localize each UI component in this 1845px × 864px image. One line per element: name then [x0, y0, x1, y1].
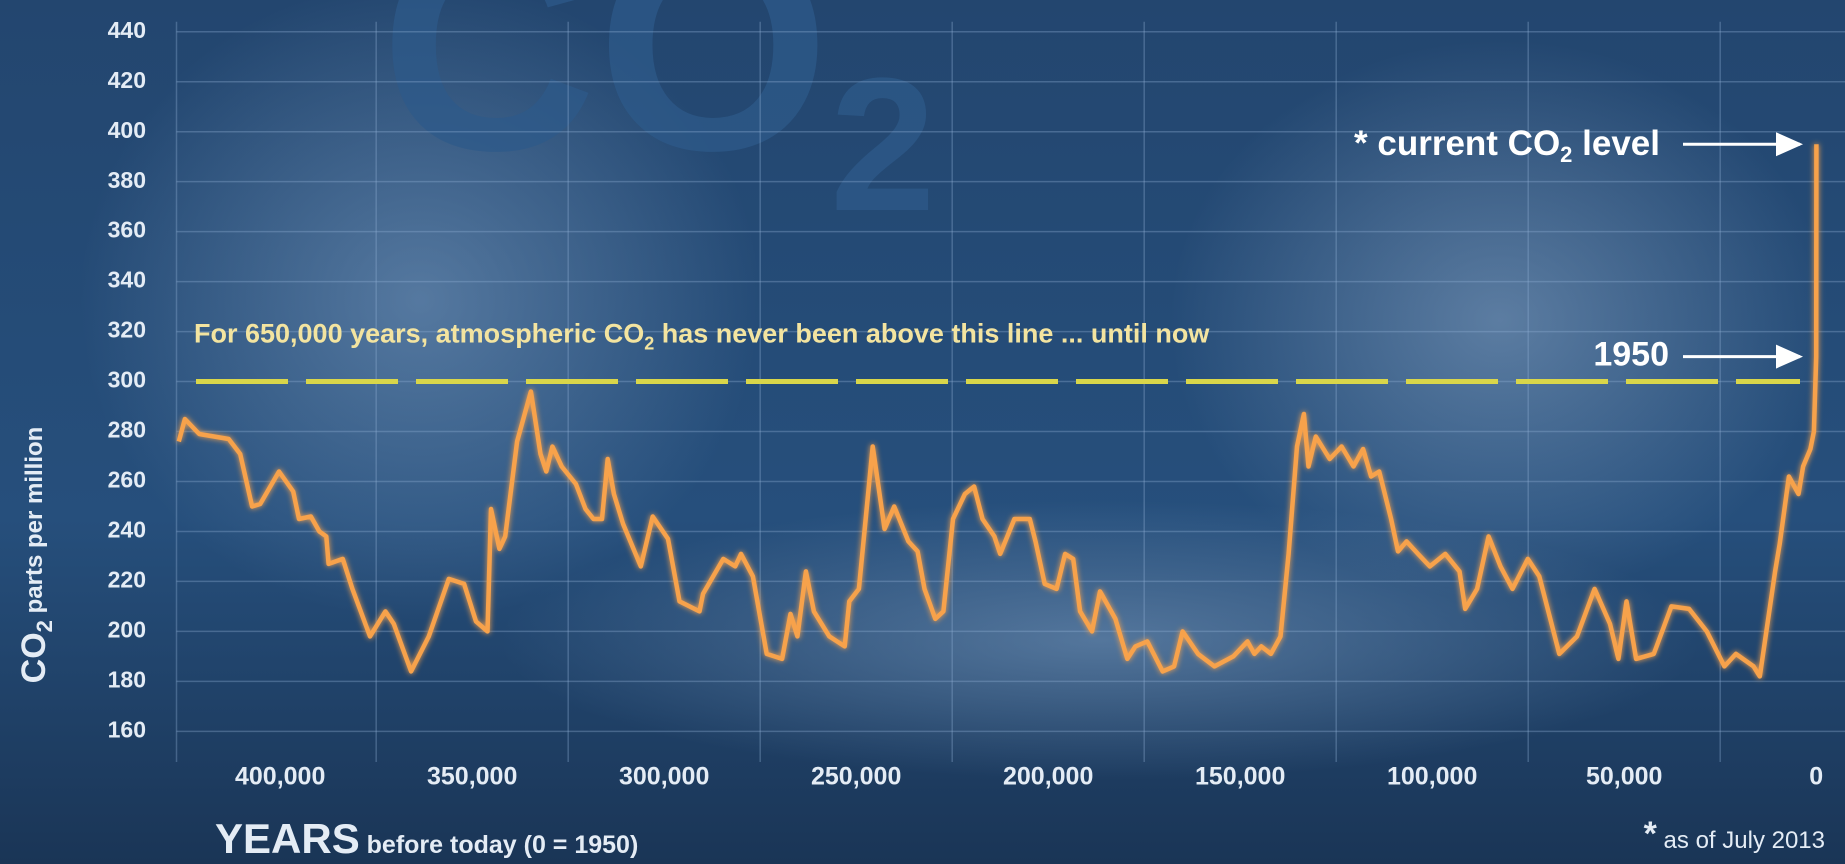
y-tick-label: 360: [108, 217, 146, 243]
cloud: [500, 500, 1700, 780]
x-tick-label: 350,000: [427, 763, 517, 791]
y-tick-label: 220: [108, 566, 146, 592]
y-tick-label: 300: [108, 367, 146, 393]
x-tick-label: 50,000: [1586, 763, 1662, 791]
y-tick-label: 440: [108, 17, 146, 43]
y-tick-label: 180: [108, 666, 146, 692]
threshold-annotation: For 650,000 years, atmospheric CO2 has n…: [194, 319, 1210, 354]
label-part: level: [1572, 124, 1660, 163]
x-tick-label: 200,000: [1003, 763, 1093, 791]
watermark: CO2: [380, 0, 936, 251]
cloud: [1170, 40, 1830, 600]
grid: [175, 21, 1845, 762]
footnote: * as of July 2013: [1644, 815, 1825, 854]
x-tick-label: 250,000: [811, 763, 901, 791]
y-tick-label: 280: [108, 417, 146, 443]
y-tick-label: 160: [108, 716, 146, 742]
y-tick-label: 240: [108, 517, 146, 543]
y-tick-label: 400: [108, 117, 146, 143]
y-tick-label: 380: [108, 167, 146, 193]
label-part: * current CO: [1354, 124, 1560, 163]
current-level-label: * current CO2 level: [1354, 124, 1660, 167]
x-tick-label: 400,000: [235, 763, 325, 791]
y-tick-label: 340: [108, 267, 146, 293]
y-axis-label: CO2 parts per million: [15, 427, 57, 684]
plot: [176, 144, 1819, 679]
x-tick-label: 300,000: [619, 763, 709, 791]
x-tick-label: 0: [1809, 763, 1823, 791]
label-part: 2: [1560, 142, 1572, 167]
x-tick-label: 100,000: [1387, 763, 1477, 791]
year-1950-label: 1950: [1593, 336, 1669, 374]
x-tick-label: 150,000: [1195, 763, 1285, 791]
y-tick-label: 200: [108, 616, 146, 642]
y-tick-label: 420: [108, 67, 146, 93]
x-axis-label: YEARS before today (0 = 1950): [215, 815, 638, 862]
cloud: [80, 0, 760, 620]
y-tick-label: 320: [108, 317, 146, 343]
co2-line: [176, 144, 1819, 679]
y-tick-label: 260: [108, 467, 146, 493]
